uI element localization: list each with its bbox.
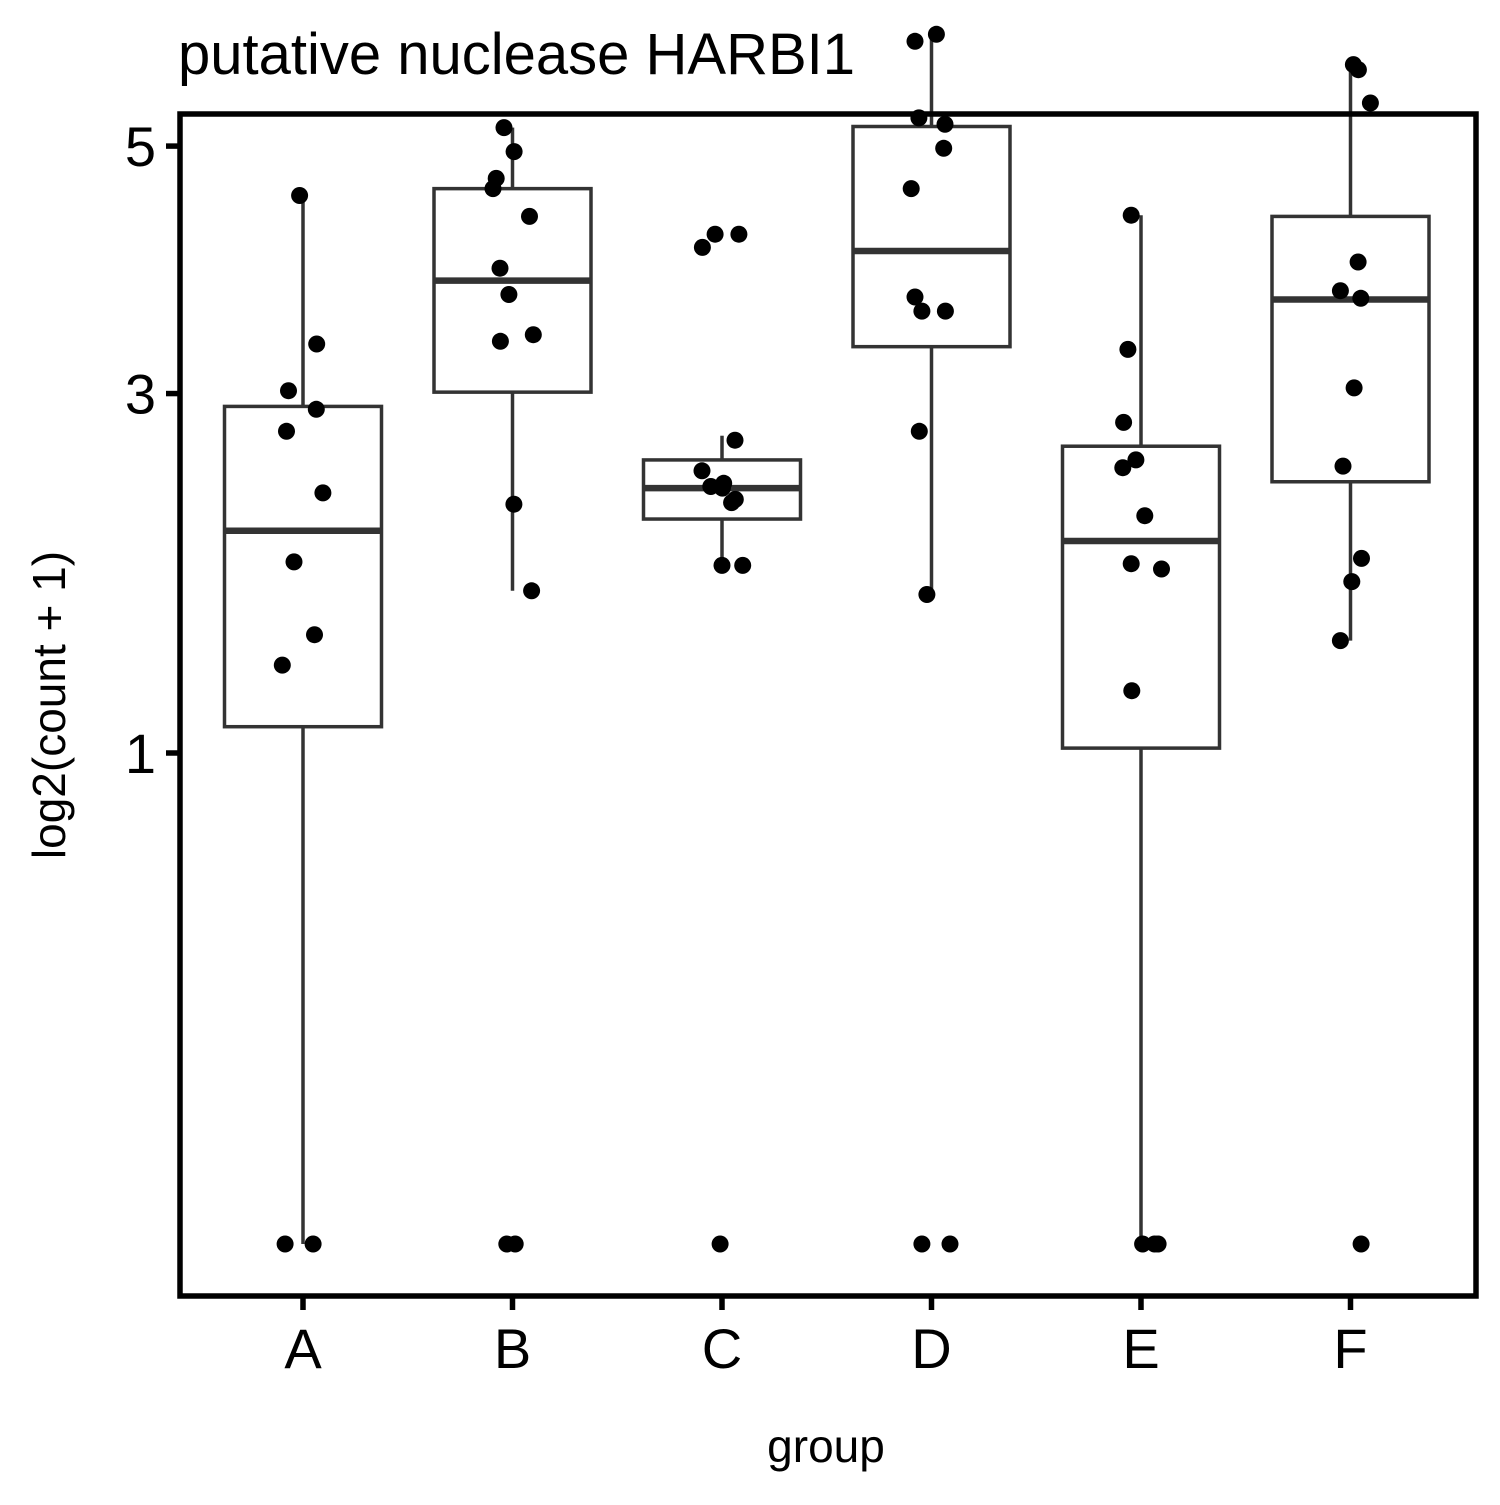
box-iqr: [1060, 444, 1222, 750]
data-point-f: [1361, 94, 1379, 112]
box-iqr: [851, 124, 1012, 349]
data-point-a: [307, 400, 325, 418]
data-point-d: [918, 586, 936, 603]
points-layer: [273, 25, 1379, 1253]
x-tick-label: A: [284, 1317, 322, 1380]
data-point-c: [730, 225, 748, 243]
data-point-a: [280, 382, 297, 400]
data-point-b: [500, 286, 518, 303]
y-tick-label: 1: [125, 722, 156, 785]
data-point-f: [1352, 289, 1370, 307]
x-tick-label: D: [911, 1317, 951, 1380]
data-point-a: [306, 626, 323, 644]
data-point-b: [521, 207, 538, 225]
data-point-d: [927, 25, 945, 43]
data-point-c: [713, 556, 731, 574]
data-point-a: [285, 553, 303, 571]
data-point-e: [1127, 451, 1145, 469]
data-point-c: [734, 556, 752, 574]
box-iqr: [222, 404, 384, 729]
x-tick-label: C: [702, 1317, 742, 1380]
data-point-f: [1331, 632, 1349, 650]
data-point-b: [498, 1235, 516, 1253]
x-tick-label: F: [1333, 1317, 1367, 1380]
data-point-b: [523, 582, 541, 600]
x-tick-label: B: [494, 1317, 531, 1380]
data-point-b: [495, 119, 513, 137]
data-point-e: [1119, 340, 1137, 358]
data-point-d: [913, 302, 931, 320]
data-point-d: [902, 180, 920, 198]
data-point-f: [1331, 282, 1349, 300]
data-point-e: [1136, 507, 1154, 525]
data-point-a: [291, 187, 309, 204]
box-group-a: [222, 195, 384, 1244]
data-point-a: [304, 1235, 322, 1253]
data-point-b: [505, 143, 523, 161]
data-point-f: [1343, 573, 1361, 591]
data-point-c: [726, 431, 744, 449]
data-point-d: [906, 288, 924, 306]
data-point-e: [1122, 555, 1140, 573]
data-point-f: [1334, 457, 1352, 475]
data-point-c: [693, 238, 711, 256]
data-point-d: [935, 139, 953, 157]
data-point-d: [936, 302, 954, 320]
x-axis-title: group: [767, 1420, 885, 1472]
data-point-d: [906, 32, 924, 50]
data-point-c: [711, 1235, 729, 1253]
box-iqr: [1270, 214, 1431, 484]
data-point-f: [1352, 1235, 1370, 1253]
data-point-e: [1114, 459, 1132, 477]
data-point-b: [505, 495, 523, 513]
data-point-e: [1123, 682, 1141, 700]
y-tick-label: 3: [125, 363, 156, 426]
data-point-f: [1349, 61, 1367, 79]
data-point-d: [913, 1235, 931, 1253]
data-point-e: [1149, 1235, 1167, 1253]
data-point-a: [276, 1235, 294, 1253]
data-point-b: [484, 180, 502, 198]
data-point-f: [1345, 379, 1363, 397]
data-point-e: [1153, 560, 1170, 578]
data-point-b: [524, 326, 542, 344]
chart-title: putative nuclease HARBI1: [178, 22, 855, 87]
y-tick-label: 5: [125, 115, 156, 178]
data-point-d: [910, 422, 928, 440]
data-point-a: [278, 422, 295, 440]
data-point-e: [1134, 1235, 1152, 1253]
box-group-e: [1060, 215, 1222, 1244]
data-point-a: [314, 484, 332, 502]
data-point-e: [1122, 206, 1140, 224]
data-point-a: [273, 656, 291, 674]
data-point-c: [713, 479, 731, 497]
data-point-d: [936, 115, 954, 133]
data-point-b: [491, 332, 509, 350]
data-point-f: [1349, 253, 1367, 271]
box-group-d: [851, 34, 1012, 595]
y-axis: 1 3 5: [125, 115, 180, 785]
panel-border: [177, 111, 1479, 1299]
data-point-f: [1353, 549, 1370, 567]
y-axis-title: log2(count + 1): [23, 551, 75, 859]
data-point-d: [941, 1235, 959, 1253]
x-axis: A B C D E F: [284, 1296, 1368, 1380]
data-point-c: [723, 494, 741, 512]
x-tick-label: E: [1122, 1317, 1159, 1380]
data-point-b: [491, 259, 509, 277]
data-point-c: [706, 225, 724, 243]
data-point-e: [1115, 413, 1133, 431]
data-point-a: [308, 335, 326, 353]
data-point-c: [693, 462, 711, 480]
